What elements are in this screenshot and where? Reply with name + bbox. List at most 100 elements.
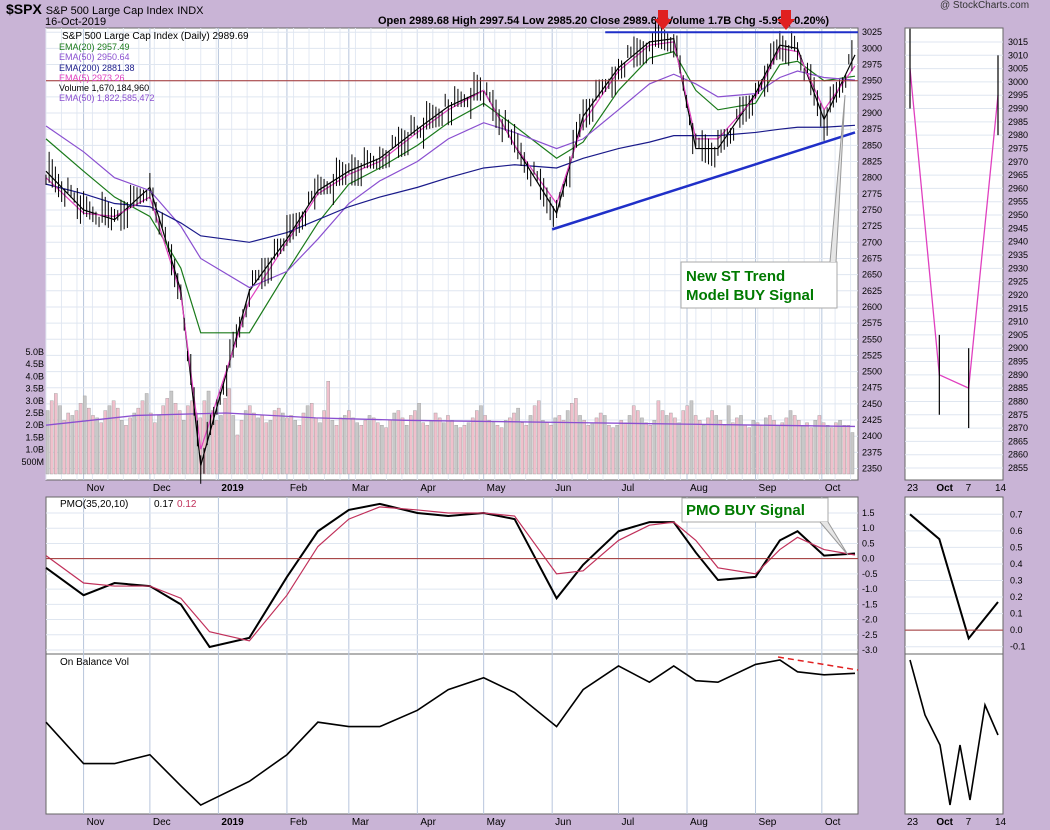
volume-bar [66, 412, 70, 475]
x-tick-label: Mar [352, 483, 370, 494]
inset-x-tick-label: Oct [936, 483, 953, 494]
volume-bar [231, 415, 236, 475]
pmo-tick-label: -1.0 [862, 584, 878, 594]
inset-price-tick-label: 2910 [1008, 317, 1028, 327]
price-tick-label: 2450 [862, 399, 882, 409]
inset-price-tick-label: 2855 [1008, 463, 1028, 473]
x-tick-label: Nov [87, 817, 105, 828]
x-tick-label: May [487, 483, 506, 494]
volume-bar [384, 427, 388, 475]
volume-bar [784, 417, 789, 475]
inset-price-tick-label: 2930 [1008, 263, 1028, 273]
pmo-label: PMO(35,20,10) [60, 499, 128, 510]
volume-bar [99, 422, 103, 475]
volume-bar [825, 425, 830, 475]
inset-price-tick-label: 2970 [1008, 157, 1028, 167]
volume-tick-label: 5.0B [25, 347, 44, 357]
volume-bar [644, 422, 648, 475]
volume-bar [120, 420, 124, 475]
volume-bar [809, 427, 813, 475]
volume-bar [177, 410, 182, 475]
inset-price-tick-label: 2965 [1008, 170, 1028, 180]
legend-ema20: EMA(20) 2957.49 [59, 42, 130, 52]
volume-bar [772, 420, 776, 475]
rising-trendline [551, 131, 856, 231]
volume-bar [702, 425, 706, 475]
volume-bar [747, 427, 752, 475]
volume-bar [722, 425, 727, 475]
volume-bar [797, 420, 801, 475]
pmo-tick-label: -2.5 [862, 630, 878, 640]
quote-line: Open 2989.68 High 2997.54 Low 2985.20 Cl… [378, 15, 830, 27]
volume-bar [161, 405, 165, 475]
inset-price-tick-label: 2960 [1008, 183, 1028, 193]
volume-bar [842, 425, 846, 475]
volume-bar [685, 405, 690, 475]
x-tick-label: 2019 [221, 817, 244, 828]
volume-bar [821, 422, 826, 475]
volume-bar [326, 381, 331, 475]
obv-panel [45, 653, 859, 815]
inset-price-tick-label: 2925 [1008, 277, 1028, 287]
x-tick-label: Jul [621, 817, 634, 828]
volume-bar [689, 400, 694, 475]
volume-bar [768, 415, 772, 475]
volume-bar [830, 427, 834, 475]
volume-bar [780, 422, 785, 475]
volume-tick-label: 1.0B [25, 445, 44, 455]
volume-bar [342, 415, 347, 475]
volume-bar [792, 415, 797, 475]
volume-bar [697, 420, 702, 475]
chart-title: $SPX S&P 500 Large Cap Index INDX [6, 1, 204, 17]
x-tick-label: Aug [690, 483, 708, 494]
volume-bar [636, 410, 640, 475]
volume-bar [673, 417, 677, 475]
inset-price-tick-label: 2975 [1008, 143, 1028, 153]
price-tick-label: 2425 [862, 415, 882, 425]
inset-price-tick-label: 2915 [1008, 303, 1028, 313]
obv-line [45, 659, 856, 807]
trend-signal-line1: New ST Trend [686, 268, 785, 285]
volume-bar [107, 405, 112, 475]
volume-bar [532, 405, 537, 475]
volume-bar [215, 420, 219, 475]
pmo-tick-label: 1.5 [862, 508, 875, 518]
volume-bar [400, 417, 405, 475]
legend-ema5: EMA(5) 2973.26 [59, 73, 125, 83]
price-tick-label: 2600 [862, 302, 882, 312]
volume-bar [607, 425, 611, 475]
volume-bar [718, 420, 723, 475]
volume-bar [450, 420, 454, 475]
price-tick-label: 3025 [862, 27, 882, 37]
volume-tick-label: 4.5B [25, 359, 44, 369]
price-tick-label: 2950 [862, 76, 882, 86]
price-tick-label: 2575 [862, 318, 882, 328]
volume-bar [338, 417, 343, 475]
obv-label: On Balance Vol [60, 657, 129, 668]
volume-bar [58, 405, 62, 475]
volume-bar [669, 412, 673, 475]
volume-bar [466, 422, 471, 475]
inset-price-line [909, 68, 999, 390]
volume-bar [330, 420, 335, 475]
price-tick-label: 2650 [862, 270, 882, 280]
x-tick-label: Oct [825, 817, 841, 828]
inset-x-tick-label: Oct [936, 817, 953, 828]
price-tick-label: 2925 [862, 92, 882, 102]
price-tick-label: 2850 [862, 140, 882, 150]
inset-price-tick-label: 2935 [1008, 250, 1028, 260]
price-tick-label: 2550 [862, 334, 882, 344]
inset-price-tick-label: 2990 [1008, 104, 1028, 114]
inset-pmo-tick-label: 0.6 [1010, 526, 1023, 536]
inset-obv-line [909, 659, 999, 806]
volume-bar [491, 422, 496, 475]
price-tick-label: 2625 [862, 286, 882, 296]
pmo-tick-label: 0.5 [862, 538, 875, 548]
volume-bar [801, 425, 805, 475]
x-tick-label: Sep [759, 483, 777, 494]
volume-bar [706, 417, 710, 475]
volume-bar [710, 410, 714, 475]
volume-bar [652, 420, 657, 475]
